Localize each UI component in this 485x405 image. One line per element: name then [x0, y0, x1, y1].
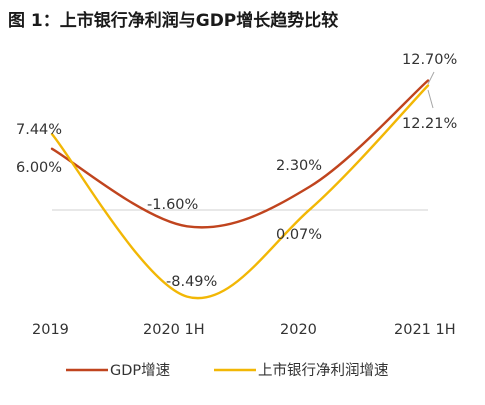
leader-line-gdp-2021	[427, 71, 435, 85]
data-label-bank-2020: 0.07%	[276, 227, 322, 243]
leader-line-bank-2021	[427, 89, 434, 109]
chart-title: 图 1：上市银行净利润与GDP增长趋势比较	[8, 11, 339, 31]
x-tick-label: 2019	[32, 322, 69, 338]
data-label-gdp-2020: 2.30%	[276, 158, 322, 174]
x-tick-label: 2020	[280, 322, 317, 338]
x-tick-label: 2021 1H	[394, 322, 456, 338]
data-label-bank-2021-1h: 12.21%	[402, 116, 457, 132]
data-label-gdp-2021-1h: 12.70%	[402, 52, 457, 68]
data-label-bank-2019: 7.44%	[16, 122, 62, 138]
legend-label-gdp: GDP增速	[110, 362, 170, 379]
data-label-gdp-2019: 6.00%	[16, 160, 62, 176]
x-tick-label: 2020 1H	[143, 322, 205, 338]
data-label-gdp-2020-1h: -1.60%	[147, 197, 198, 213]
series-line-gdp	[50, 79, 430, 229]
legend-label-bank-profit: 上市银行净利润增速	[258, 362, 389, 379]
series-line-bank-profit	[50, 84, 430, 300]
data-label-bank-2020-1h: -8.49%	[166, 274, 217, 290]
